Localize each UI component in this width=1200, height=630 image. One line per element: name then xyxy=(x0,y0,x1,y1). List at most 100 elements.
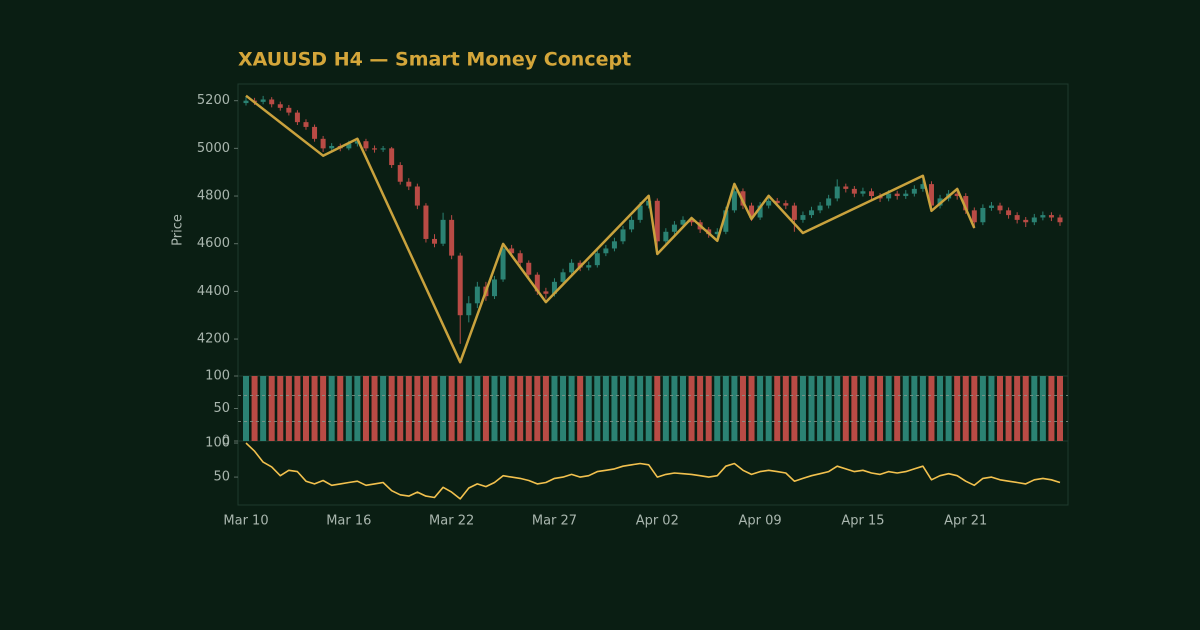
candle-body xyxy=(491,279,497,297)
candle-body xyxy=(303,122,309,127)
bar xyxy=(842,376,849,441)
candle-body xyxy=(817,205,823,211)
bar xyxy=(774,376,781,441)
bar xyxy=(662,376,669,441)
bar xyxy=(791,376,798,441)
candle-body xyxy=(723,210,729,232)
bar xyxy=(251,376,258,441)
candle-body xyxy=(406,181,412,187)
bar xyxy=(877,376,884,441)
candle-body xyxy=(843,186,849,189)
bar xyxy=(500,376,507,441)
bar xyxy=(1022,376,1029,441)
candle-body xyxy=(740,191,746,206)
bar xyxy=(560,376,567,441)
candle-body xyxy=(731,191,737,211)
candle-body xyxy=(774,200,780,204)
candle-body xyxy=(680,219,686,225)
bar xyxy=(697,376,704,441)
bar xyxy=(380,376,387,441)
candle-body xyxy=(988,205,994,208)
bar xyxy=(714,376,721,441)
candle-body xyxy=(611,241,617,249)
candle-body xyxy=(954,193,960,197)
candle-body xyxy=(354,141,360,144)
bar xyxy=(594,376,601,441)
bar xyxy=(414,376,421,441)
bar xyxy=(757,376,764,441)
candle-body xyxy=(689,219,695,223)
bar xyxy=(422,376,429,441)
x-tick-label: Mar 27 xyxy=(532,514,577,529)
candle-body xyxy=(654,200,660,242)
candle-body xyxy=(749,205,755,218)
bar xyxy=(817,376,824,441)
candle-body xyxy=(860,191,866,194)
bar xyxy=(731,376,738,441)
x-tick-label: Apr 09 xyxy=(739,514,782,529)
bar xyxy=(834,376,841,441)
bar xyxy=(911,376,918,441)
candle-body xyxy=(851,188,857,194)
candle-body xyxy=(312,126,318,139)
candle-body xyxy=(997,205,1003,211)
candle-body xyxy=(868,191,874,197)
bar xyxy=(337,376,344,441)
bar xyxy=(268,376,275,441)
bar xyxy=(688,376,695,441)
candle-body xyxy=(671,224,677,232)
bar xyxy=(722,376,729,441)
bar xyxy=(302,376,309,441)
candle-body xyxy=(363,141,369,149)
bar xyxy=(748,376,755,441)
bar xyxy=(799,376,806,441)
x-tick-label: Mar 22 xyxy=(429,514,474,529)
bar xyxy=(542,376,549,441)
bar xyxy=(465,376,472,441)
bar xyxy=(457,376,464,441)
bar xyxy=(260,376,267,441)
candle-body xyxy=(783,203,789,206)
candle-body xyxy=(423,205,429,239)
bar xyxy=(491,376,498,441)
zigzag-line xyxy=(245,94,976,364)
bar xyxy=(919,376,926,441)
x-tick-label: Mar 16 xyxy=(326,514,371,529)
candle-body xyxy=(509,248,515,254)
candle-body xyxy=(603,248,609,254)
bar xyxy=(705,376,712,441)
bar xyxy=(611,376,618,441)
bar xyxy=(388,376,395,441)
x-tick-label: Apr 15 xyxy=(841,514,884,529)
bar xyxy=(765,376,772,441)
bar xyxy=(671,376,678,441)
bar xyxy=(620,376,627,441)
bar xyxy=(928,376,935,441)
chart-title: XAUUSD H4 — Smart Money Concept xyxy=(238,49,631,71)
bar xyxy=(431,376,438,441)
bar xyxy=(482,376,489,441)
candle-body xyxy=(440,219,446,244)
bar xyxy=(628,376,635,441)
bar xyxy=(397,376,404,441)
bar xyxy=(577,376,584,441)
bar xyxy=(902,376,909,441)
candle-body xyxy=(551,281,557,294)
bar xyxy=(602,376,609,441)
bar xyxy=(525,376,532,441)
candle-body xyxy=(569,262,575,273)
candle-body xyxy=(432,238,438,244)
candle-body xyxy=(791,205,797,220)
candle-body xyxy=(1040,215,1046,218)
y-tick-label: 50 xyxy=(213,470,230,485)
candle-body xyxy=(629,219,635,230)
candle-body xyxy=(449,219,455,256)
candle-body xyxy=(757,205,763,218)
candle-body xyxy=(397,165,403,182)
candle-body xyxy=(637,205,643,220)
candle-body xyxy=(543,291,549,294)
bar xyxy=(508,376,515,441)
